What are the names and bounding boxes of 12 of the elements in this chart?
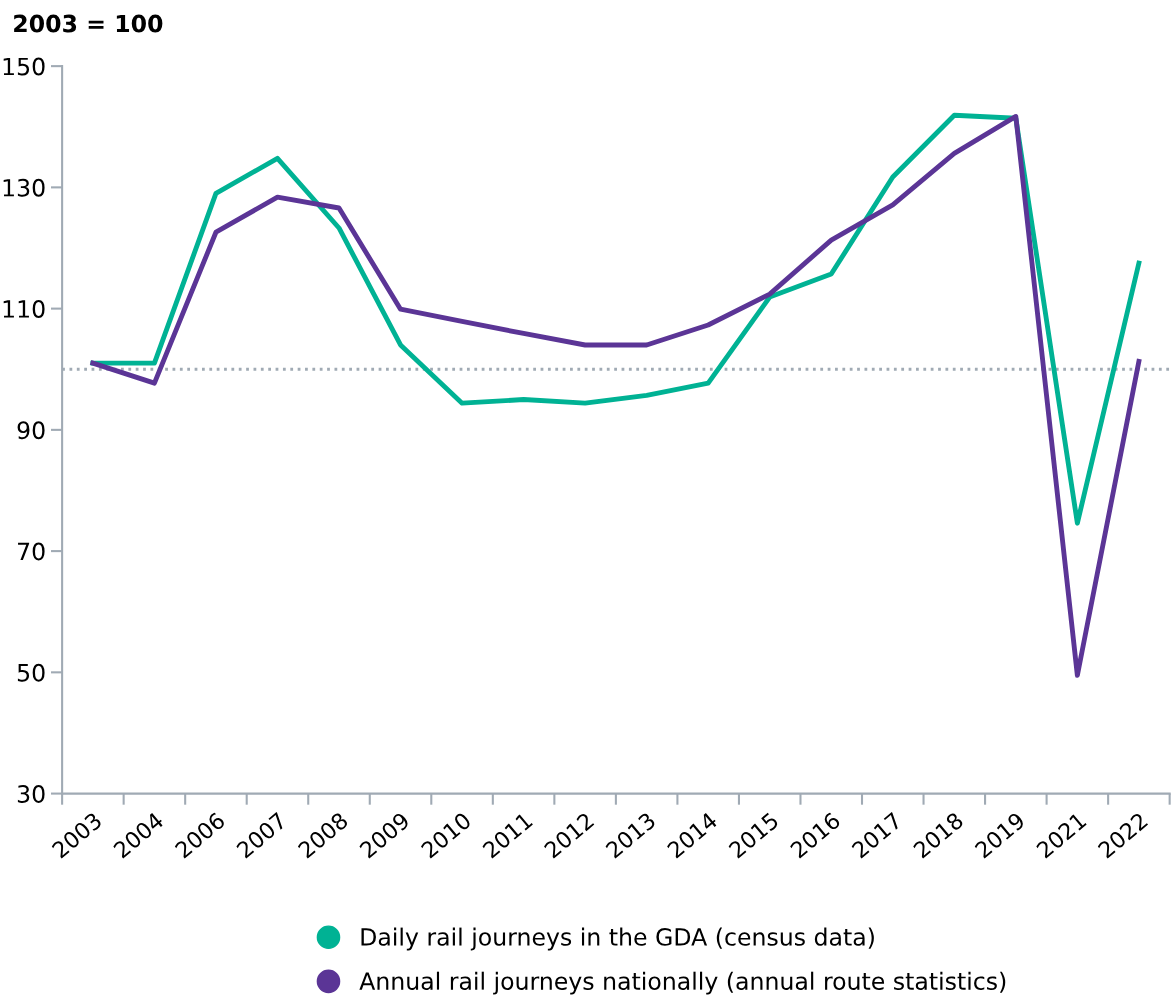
y-tick-label: 90 (17, 421, 45, 440)
line-series (90, 114, 1142, 678)
y-axis-title: 2003 = 100 (14, 14, 163, 33)
y-tick-label: 70 (18, 542, 45, 561)
y-tick-label: 110 (3, 300, 45, 318)
y-tick-label: 30 (17, 785, 45, 803)
legend-label: Daily rail journeys in the GDA (census data) (361, 927, 874, 951)
y-tick-label: 130 (3, 178, 45, 197)
line-series (90, 112, 1142, 526)
y-tick-label: 50 (17, 663, 45, 682)
y-tick-label: 150 (3, 57, 45, 76)
legend-label: Annual rail journeys nationally (annual route statistics) (359, 971, 1006, 995)
